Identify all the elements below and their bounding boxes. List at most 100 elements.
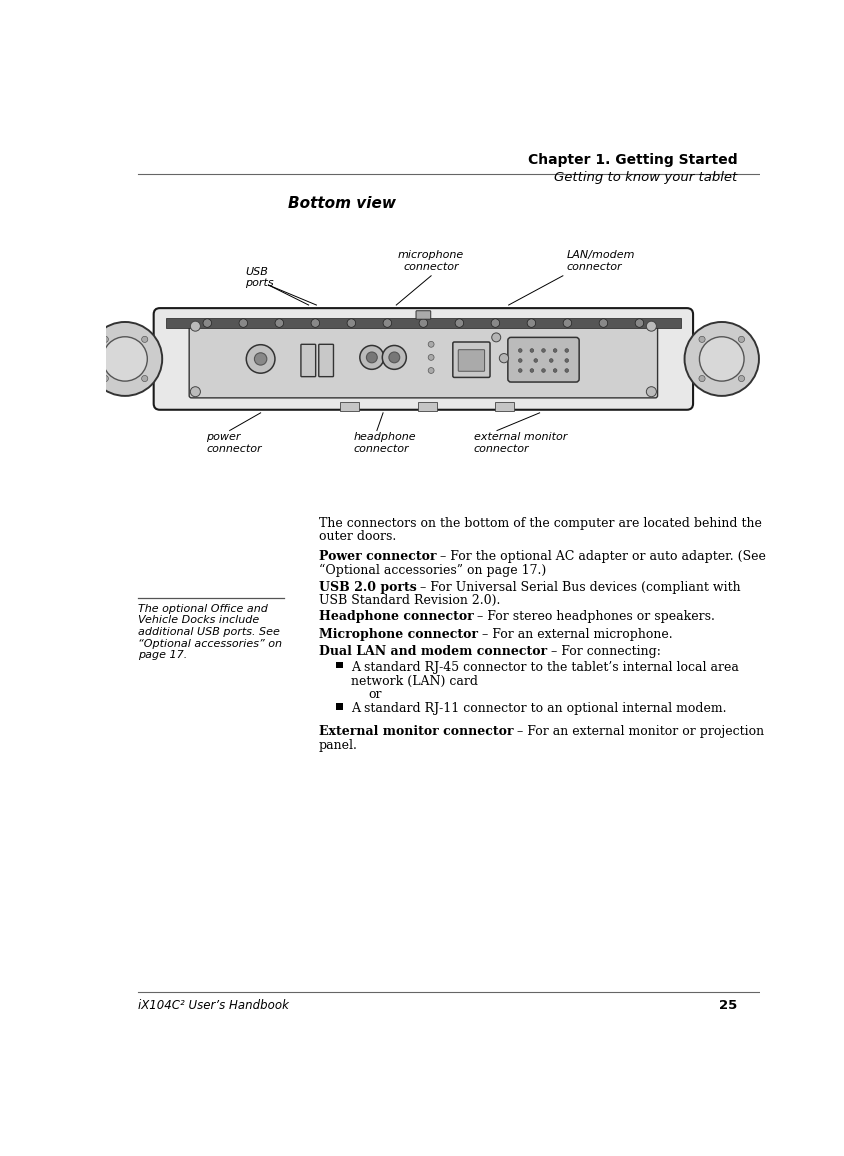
Circle shape [529, 349, 533, 353]
Circle shape [738, 336, 744, 342]
Circle shape [553, 369, 556, 372]
Text: The connectors on the bottom of the computer are located behind the: The connectors on the bottom of the comp… [318, 517, 760, 529]
Text: Chapter 1. Getting Started: Chapter 1. Getting Started [527, 154, 736, 168]
Circle shape [360, 346, 383, 369]
Text: Bottom view: Bottom view [288, 195, 396, 210]
Circle shape [490, 319, 499, 327]
Circle shape [381, 346, 406, 369]
Bar [340, 402, 359, 412]
Circle shape [419, 319, 427, 327]
Bar [418, 402, 436, 412]
Circle shape [428, 368, 434, 373]
Circle shape [565, 349, 568, 353]
Text: A standard RJ-11 connector to an optional internal modem.: A standard RJ-11 connector to an optiona… [351, 703, 726, 716]
Circle shape [428, 355, 434, 361]
Text: A standard RJ-45 connector to the tablet’s internal local area: A standard RJ-45 connector to the tablet… [351, 661, 738, 674]
Text: LAN/modem
connector: LAN/modem connector [566, 251, 635, 272]
Text: The optional Office and
Vehicle Docks include
additional USB ports. See
“Optiona: The optional Office and Vehicle Docks in… [138, 603, 282, 660]
Text: Microphone connector: Microphone connector [318, 628, 477, 640]
Circle shape [311, 319, 319, 327]
Circle shape [239, 319, 247, 327]
Circle shape [246, 344, 274, 373]
Text: USB 2.0 ports: USB 2.0 ports [318, 580, 416, 594]
FancyBboxPatch shape [189, 320, 657, 398]
Text: panel.: panel. [318, 739, 357, 751]
Text: “Optional accessories” on page 17.): “Optional accessories” on page 17.) [318, 563, 545, 577]
Text: network (LAN) card: network (LAN) card [351, 675, 478, 688]
Text: headphone
connector: headphone connector [353, 432, 416, 453]
Bar [495, 402, 513, 412]
Circle shape [517, 369, 522, 372]
Text: power
connector: power connector [206, 432, 262, 453]
Text: Headphone connector: Headphone connector [318, 610, 473, 623]
Circle shape [499, 354, 508, 363]
Circle shape [698, 376, 704, 381]
FancyBboxPatch shape [318, 344, 333, 377]
Circle shape [533, 358, 537, 362]
Circle shape [142, 376, 148, 381]
Bar [335, 661, 343, 668]
Circle shape [382, 319, 391, 327]
Circle shape [491, 333, 500, 342]
Circle shape [88, 323, 162, 395]
Circle shape [190, 387, 200, 397]
Circle shape [254, 353, 267, 365]
Text: – For an external monitor or projection: – For an external monitor or projection [512, 726, 764, 739]
FancyBboxPatch shape [300, 344, 316, 377]
Text: – For an external microphone.: – For an external microphone. [477, 628, 672, 640]
Circle shape [635, 319, 643, 327]
FancyBboxPatch shape [507, 338, 578, 381]
Circle shape [275, 319, 284, 327]
Circle shape [684, 323, 758, 395]
Circle shape [347, 319, 355, 327]
Circle shape [102, 336, 108, 342]
Circle shape [428, 341, 434, 347]
Circle shape [103, 336, 147, 381]
Circle shape [699, 336, 744, 381]
Circle shape [529, 369, 533, 372]
Circle shape [565, 369, 568, 372]
Circle shape [190, 321, 200, 331]
Circle shape [738, 376, 744, 381]
Circle shape [698, 336, 704, 342]
Circle shape [553, 349, 556, 353]
Text: outer doors.: outer doors. [318, 531, 396, 543]
Circle shape [455, 319, 463, 327]
FancyBboxPatch shape [457, 350, 484, 371]
Text: microphone
connector: microphone connector [398, 251, 463, 272]
Circle shape [562, 319, 571, 327]
Circle shape [517, 358, 522, 362]
Text: – For Universal Serial Bus devices (compliant with: – For Universal Serial Bus devices (comp… [416, 580, 740, 594]
Circle shape [565, 358, 568, 362]
Bar [166, 318, 680, 327]
Circle shape [366, 353, 376, 363]
Circle shape [527, 319, 535, 327]
Circle shape [541, 349, 544, 353]
FancyBboxPatch shape [154, 309, 692, 409]
Text: USB
ports: USB ports [245, 267, 273, 288]
Text: Getting to know your tablet: Getting to know your tablet [554, 171, 736, 185]
Circle shape [142, 336, 148, 342]
Text: iX104C² User’s Handbook: iX104C² User’s Handbook [138, 999, 289, 1013]
Circle shape [646, 387, 656, 397]
FancyBboxPatch shape [415, 311, 430, 319]
Text: external monitor
connector: external monitor connector [473, 432, 566, 453]
Circle shape [203, 319, 211, 327]
Text: – For stereo headphones or speakers.: – For stereo headphones or speakers. [473, 610, 715, 623]
Circle shape [598, 319, 607, 327]
Circle shape [549, 358, 553, 362]
Bar [335, 703, 343, 710]
Text: USB Standard Revision 2.0).: USB Standard Revision 2.0). [318, 594, 500, 607]
Circle shape [517, 349, 522, 353]
Text: – For connecting:: – For connecting: [546, 645, 660, 659]
Circle shape [388, 353, 399, 363]
Text: Power connector: Power connector [318, 550, 436, 563]
Circle shape [541, 369, 544, 372]
Text: 25: 25 [718, 999, 736, 1013]
Circle shape [646, 321, 656, 331]
Circle shape [102, 376, 108, 381]
Text: Dual LAN and modem connector: Dual LAN and modem connector [318, 645, 546, 659]
FancyBboxPatch shape [452, 342, 490, 377]
Text: – For the optional AC adapter or auto adapter. (See: – For the optional AC adapter or auto ad… [436, 550, 766, 563]
Text: or: or [368, 688, 381, 701]
